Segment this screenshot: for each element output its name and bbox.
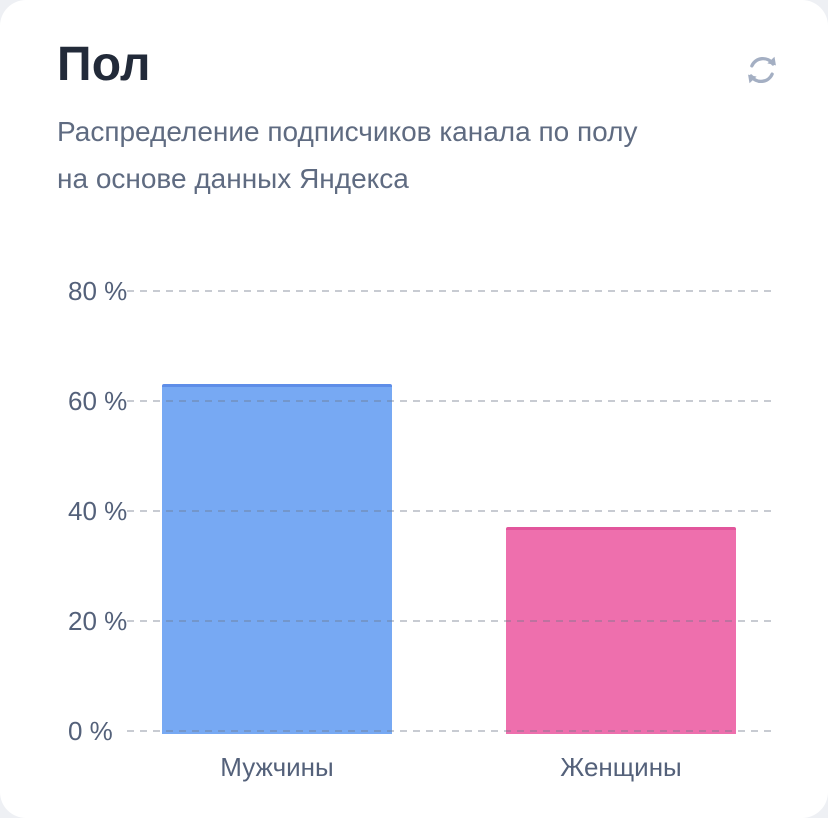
card-title: Пол <box>57 38 151 91</box>
chart-bar <box>506 527 736 734</box>
refresh-button[interactable] <box>742 50 782 90</box>
chart-bar <box>162 384 392 734</box>
y-tick-label: 20 % <box>68 606 128 636</box>
gridline <box>127 510 773 512</box>
gridline <box>127 730 773 732</box>
card-subtitle: Распределение подписчиков канала по полу… <box>57 108 637 202</box>
card-subtitle-line-2: на основе данных Яндекса <box>57 163 409 194</box>
gridline <box>127 620 773 622</box>
x-category-label: Женщины <box>560 752 682 782</box>
y-tick-label: 40 % <box>68 496 128 526</box>
gridline <box>127 290 773 292</box>
y-tick-label: 80 % <box>68 276 128 306</box>
y-tick-label: 60 % <box>68 386 128 416</box>
refresh-icon <box>743 51 781 89</box>
x-category-label: Мужчины <box>220 752 334 782</box>
card-subtitle-line-1: Распределение подписчиков канала по полу <box>57 116 638 147</box>
y-tick-label: 0 % <box>68 716 113 746</box>
gridline <box>127 400 773 402</box>
